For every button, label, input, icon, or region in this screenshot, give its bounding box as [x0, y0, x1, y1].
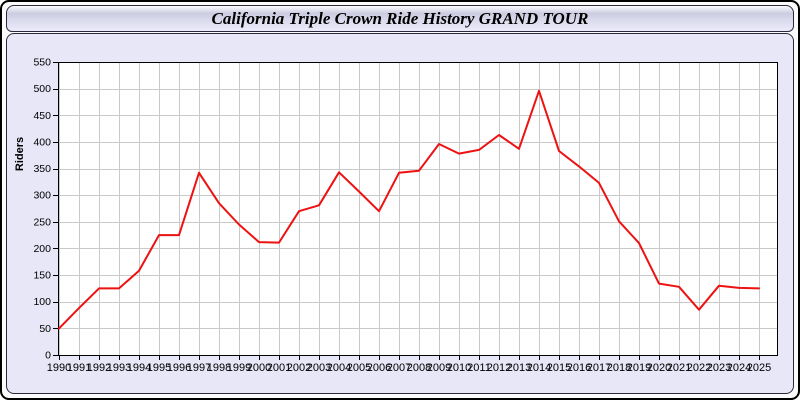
chart-title: California Triple Crown Ride History GRA… — [211, 8, 589, 28]
chart-panel — [6, 33, 794, 394]
title-bar: California Triple Crown Ride History GRA… — [6, 5, 794, 32]
